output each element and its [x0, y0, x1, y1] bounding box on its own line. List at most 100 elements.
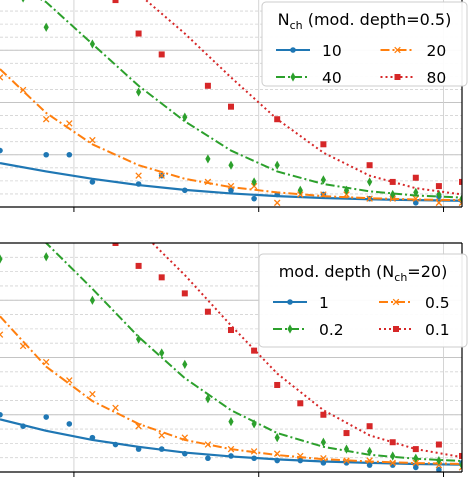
- data-point: [158, 432, 165, 439]
- data-point: [19, 86, 27, 94]
- data-point: [366, 457, 373, 464]
- legend-label: 40: [322, 69, 342, 87]
- data-point: [366, 162, 373, 169]
- legend-label: 80: [427, 69, 447, 87]
- legend-box: [261, 1, 468, 87]
- data-point: [274, 116, 281, 123]
- data-point: [21, 0, 25, 3]
- data-point: [320, 455, 327, 462]
- data-point: [344, 208, 350, 214]
- data-point: [158, 446, 165, 452]
- data-point: [297, 185, 303, 195]
- data-point: [394, 46, 401, 54]
- plot-area: [0, 0, 462, 214]
- data-point: [343, 430, 350, 437]
- data-point: [274, 381, 281, 388]
- data-point: [42, 358, 50, 366]
- legend-label: 1: [319, 294, 329, 312]
- data-point: [89, 136, 96, 144]
- data-point: [227, 182, 235, 190]
- data-point: [297, 400, 304, 407]
- data-point: [389, 439, 396, 446]
- data-point: [181, 290, 188, 297]
- data-point: [459, 194, 462, 204]
- data-point: [182, 112, 188, 122]
- data-point: [390, 451, 396, 461]
- data-point: [343, 185, 350, 195]
- data-point: [459, 452, 462, 459]
- data-point: [393, 326, 399, 332]
- data-point: [158, 51, 165, 58]
- series-line: [44, 243, 462, 463]
- data-point: [458, 199, 462, 207]
- data-point: [135, 446, 142, 452]
- data-point: [250, 448, 258, 455]
- data-point: [228, 160, 234, 170]
- legend-label: 0.5: [425, 294, 450, 312]
- series-line: [151, 243, 462, 459]
- legend: mod. depth (Nch=20) 1 0.5 0.2 0.1: [258, 253, 468, 348]
- data-point: [435, 441, 442, 448]
- data-point: [228, 187, 234, 194]
- series-3: [112, 0, 462, 196]
- data-point: [290, 72, 296, 82]
- legend-entry-3: 80: [380, 69, 447, 87]
- data-point: [66, 151, 73, 158]
- series-line: [40, 0, 462, 199]
- data-point: [205, 154, 211, 164]
- data-point: [343, 457, 350, 464]
- data-point: [320, 437, 326, 447]
- data-point: [0, 411, 3, 418]
- data-point: [204, 82, 211, 89]
- data-point: [436, 466, 442, 472]
- data-point: [66, 120, 73, 127]
- data-point: [227, 445, 235, 453]
- data-point: [251, 419, 257, 429]
- data-point: [297, 452, 304, 460]
- legend: Nch (mod. depth=0.5) 10 20 40 80: [261, 1, 468, 87]
- series-line: [0, 162, 462, 202]
- data-point: [0, 254, 3, 264]
- data-point: [135, 172, 142, 179]
- legend-label: 0.2: [319, 321, 344, 339]
- series-3: [112, 243, 462, 459]
- data-point: [89, 179, 96, 185]
- data-point: [135, 262, 142, 269]
- data-point: [459, 460, 462, 470]
- legend-entry-3: 0.1: [379, 321, 450, 339]
- data-point: [320, 460, 327, 466]
- data-point: [367, 177, 373, 187]
- data-point: [112, 243, 119, 246]
- data-point: [23, 243, 24, 244]
- data-point: [135, 181, 142, 187]
- data-point: [436, 189, 442, 200]
- data-point: [412, 446, 419, 453]
- data-point: [181, 434, 189, 441]
- data-point: [20, 423, 26, 430]
- series-0: [0, 411, 462, 472]
- data-point: [459, 178, 462, 185]
- data-point: [413, 453, 419, 463]
- data-point: [274, 160, 280, 170]
- data-point: [228, 417, 234, 427]
- data-point: [112, 0, 119, 4]
- data-point: [287, 299, 293, 305]
- data-point: [159, 348, 165, 358]
- data-point: [43, 22, 49, 32]
- data-point: [43, 252, 49, 262]
- data-point: [158, 172, 165, 179]
- data-point: [228, 453, 234, 459]
- data-point: [89, 295, 95, 305]
- legend-label: 10: [322, 42, 342, 60]
- data-point: [228, 103, 234, 110]
- series-2: [21, 0, 462, 204]
- data-point: [273, 199, 281, 207]
- data-point: [0, 74, 4, 81]
- series-line: [144, 0, 462, 196]
- data-point: [228, 327, 234, 334]
- data-point: [204, 178, 212, 186]
- data-point: [412, 174, 419, 181]
- data-point: [413, 200, 419, 206]
- legend-entry-2: 0.2: [273, 321, 344, 339]
